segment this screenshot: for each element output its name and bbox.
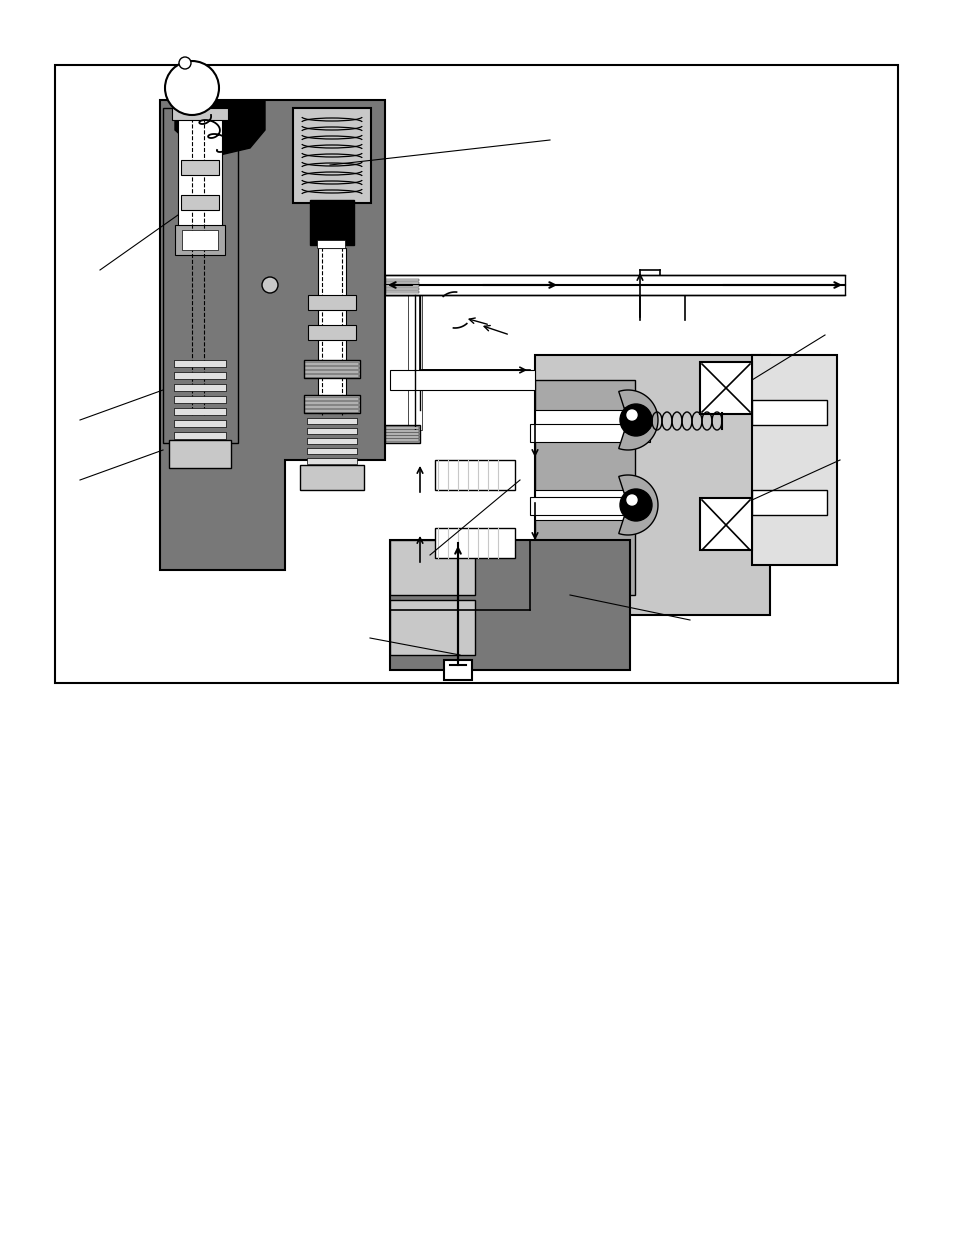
Bar bbox=[385, 425, 419, 443]
Circle shape bbox=[165, 61, 219, 115]
Bar bbox=[317, 248, 346, 412]
Circle shape bbox=[619, 404, 651, 436]
Bar bbox=[390, 540, 475, 595]
Bar bbox=[173, 432, 226, 438]
Bar bbox=[390, 540, 629, 671]
Bar bbox=[535, 410, 635, 440]
Bar bbox=[304, 395, 359, 412]
Bar bbox=[308, 325, 355, 340]
Bar bbox=[163, 107, 237, 443]
Bar bbox=[751, 354, 836, 564]
Bar bbox=[173, 408, 226, 415]
Bar bbox=[751, 490, 826, 515]
Bar bbox=[408, 295, 421, 430]
Bar bbox=[385, 277, 419, 295]
Bar bbox=[316, 240, 345, 248]
Polygon shape bbox=[618, 475, 658, 535]
Bar bbox=[307, 458, 356, 464]
Bar bbox=[172, 107, 228, 120]
Bar bbox=[386, 438, 418, 441]
Bar bbox=[535, 354, 769, 615]
Bar bbox=[173, 384, 226, 391]
Bar bbox=[535, 380, 635, 595]
Bar bbox=[173, 372, 226, 379]
Bar bbox=[305, 363, 358, 366]
Circle shape bbox=[262, 277, 277, 293]
Bar bbox=[55, 65, 897, 683]
Bar bbox=[435, 459, 515, 490]
Bar bbox=[386, 282, 418, 284]
Bar bbox=[173, 420, 226, 427]
Bar bbox=[386, 291, 418, 293]
Polygon shape bbox=[174, 100, 265, 156]
Bar bbox=[174, 225, 225, 254]
Bar bbox=[385, 275, 844, 295]
Bar bbox=[305, 375, 358, 377]
Bar bbox=[304, 359, 359, 378]
Bar bbox=[307, 448, 356, 454]
Bar bbox=[305, 398, 358, 400]
Bar bbox=[181, 161, 219, 175]
Bar bbox=[307, 438, 356, 445]
Bar bbox=[178, 119, 222, 238]
Bar bbox=[386, 285, 418, 287]
Bar bbox=[390, 370, 535, 390]
Bar bbox=[386, 433, 418, 435]
Bar bbox=[299, 466, 364, 490]
Bar bbox=[307, 429, 356, 433]
Circle shape bbox=[626, 410, 637, 420]
Bar bbox=[305, 410, 358, 412]
Bar bbox=[305, 406, 358, 408]
Bar bbox=[700, 498, 751, 550]
Bar bbox=[751, 400, 826, 425]
Bar bbox=[305, 403, 358, 404]
Bar bbox=[310, 200, 354, 245]
Polygon shape bbox=[618, 390, 658, 450]
Bar bbox=[443, 659, 472, 680]
Bar bbox=[435, 529, 515, 558]
Circle shape bbox=[179, 57, 191, 69]
Bar bbox=[390, 600, 475, 655]
Circle shape bbox=[619, 489, 651, 521]
Bar bbox=[530, 496, 649, 515]
Bar bbox=[530, 424, 649, 442]
Bar bbox=[386, 279, 418, 282]
Bar bbox=[173, 359, 226, 367]
Polygon shape bbox=[160, 100, 385, 571]
Bar bbox=[308, 295, 355, 310]
Bar bbox=[182, 230, 218, 249]
Bar bbox=[293, 107, 371, 203]
Bar bbox=[386, 436, 418, 438]
Bar bbox=[307, 417, 356, 424]
Bar bbox=[305, 370, 358, 373]
Bar bbox=[169, 440, 231, 468]
Bar bbox=[700, 362, 751, 414]
Bar bbox=[386, 427, 418, 429]
Bar bbox=[173, 396, 226, 403]
Bar bbox=[535, 490, 635, 520]
Circle shape bbox=[626, 495, 637, 505]
Bar bbox=[386, 288, 418, 290]
Bar bbox=[305, 367, 358, 369]
Bar bbox=[386, 430, 418, 432]
Bar bbox=[181, 195, 219, 210]
